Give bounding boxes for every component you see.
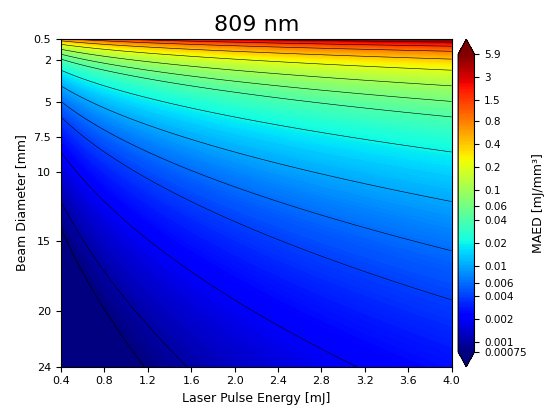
Title: 809 nm: 809 nm (214, 15, 299, 35)
X-axis label: Laser Pulse Energy [mJ]: Laser Pulse Energy [mJ] (182, 392, 330, 405)
Y-axis label: Beam Diameter [mm]: Beam Diameter [mm] (15, 134, 28, 271)
PathPatch shape (458, 39, 474, 54)
Y-axis label: MAED [mJ/mm³]: MAED [mJ/mm³] (533, 153, 545, 253)
PathPatch shape (458, 352, 474, 367)
